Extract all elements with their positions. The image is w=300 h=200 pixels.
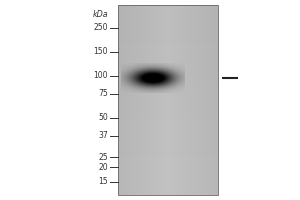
Text: 250: 250 <box>94 23 108 32</box>
Text: kDa: kDa <box>92 10 108 19</box>
Text: 25: 25 <box>98 152 108 162</box>
Text: 15: 15 <box>98 178 108 186</box>
Text: 150: 150 <box>94 47 108 56</box>
Text: 20: 20 <box>98 162 108 171</box>
Text: 50: 50 <box>98 114 108 122</box>
Text: 100: 100 <box>94 72 108 80</box>
Text: 75: 75 <box>98 90 108 98</box>
Bar <box>118 5 218 195</box>
Text: 37: 37 <box>98 132 108 140</box>
